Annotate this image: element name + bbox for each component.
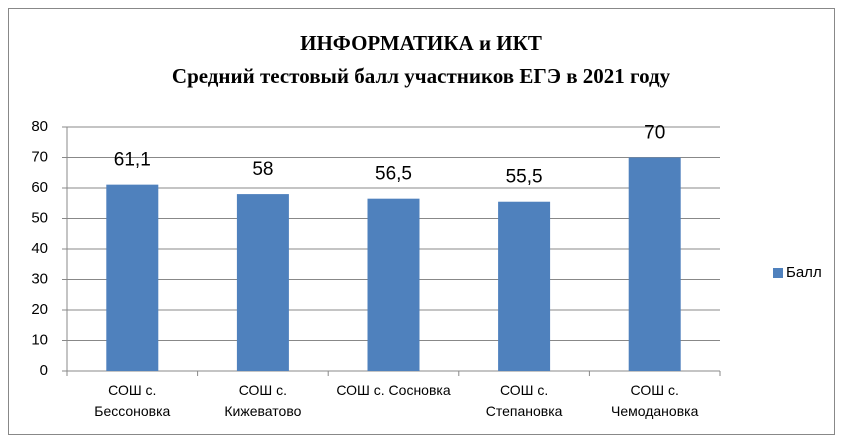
bar <box>628 157 681 371</box>
x-tick-label: СОШ с. Бессоновка <box>94 382 171 419</box>
x-tick-label: СОШ с. Кижеватово <box>224 382 302 419</box>
y-tick-label: 50 <box>31 209 48 226</box>
value-label: 55,5 <box>506 167 543 188</box>
y-tick-label: 30 <box>31 270 48 287</box>
value-label: 70 <box>644 123 665 144</box>
y-tick-label: 40 <box>31 240 48 257</box>
bar <box>106 184 159 371</box>
y-tick-label: 60 <box>31 179 48 196</box>
y-tick-label: 10 <box>31 331 48 348</box>
value-label: 58 <box>252 159 273 180</box>
value-label: 56,5 <box>375 164 412 185</box>
legend-label: Балл <box>786 264 822 281</box>
value-label: 61,1 <box>114 150 151 171</box>
bar <box>367 198 420 371</box>
y-tick-label: 20 <box>31 301 48 318</box>
bar <box>236 194 289 371</box>
chart-title: ИНФОРМАТИКА и ИКТ <box>300 31 542 55</box>
legend-swatch <box>773 268 783 278</box>
x-tick-label: СОШ с. Степановка <box>485 382 563 419</box>
x-tick-label: СОШ с. Чемодановка <box>611 382 699 419</box>
y-tick-label: 0 <box>40 362 48 379</box>
chart-subtitle: Средний тестовый балл участников ЕГЭ в 2… <box>172 64 671 88</box>
bar <box>498 201 551 371</box>
x-tick-label: СОШ с. Сосновка <box>336 382 451 398</box>
y-tick-label: 70 <box>31 148 48 165</box>
y-tick-label: 80 <box>31 118 48 135</box>
